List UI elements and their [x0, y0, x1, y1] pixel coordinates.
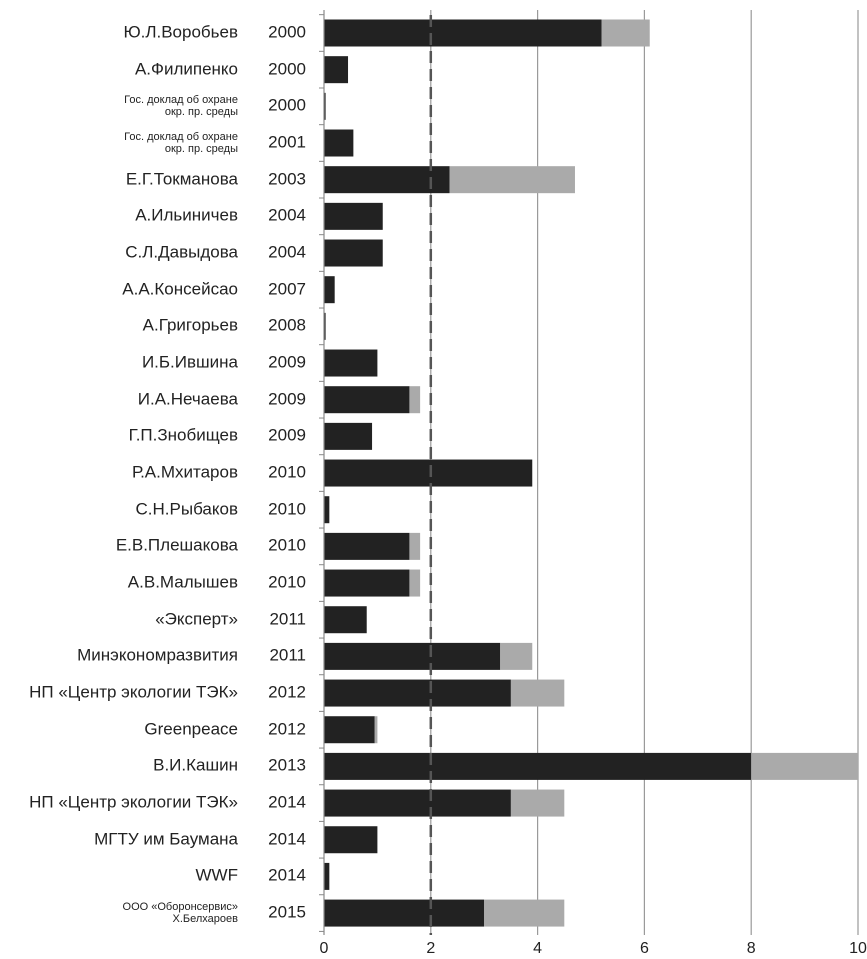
year-label: 2009 [268, 352, 306, 372]
bar-segment [409, 532, 421, 560]
x-tick-label: 0 [320, 940, 329, 957]
bar-segment [374, 716, 378, 744]
bar-segment [324, 679, 511, 707]
category-label: С.Н.Рыбаков [135, 499, 238, 519]
bar-segment [510, 679, 565, 707]
category-label: НП «Центр экологии ТЭК» [29, 792, 238, 812]
year-label: 2014 [268, 866, 306, 886]
category-label: НП «Центр экологии ТЭК» [29, 682, 238, 702]
category-label: А.Филипенко [134, 59, 238, 79]
category-label: Е.Г.Токманова [125, 169, 238, 189]
bar-segment [484, 899, 565, 927]
bar-segment [324, 386, 410, 414]
year-label: 2010 [268, 499, 306, 519]
category-label: И.А.Нечаева [137, 389, 238, 409]
bar-segment [324, 239, 383, 267]
bar-segment [324, 752, 752, 780]
x-tick-label: 6 [640, 940, 649, 957]
year-label: 2012 [268, 682, 306, 702]
bar-segment [324, 532, 410, 560]
year-label: 2011 [269, 609, 306, 629]
bar-segment [324, 166, 450, 194]
bar-segment [324, 19, 602, 47]
bar-segment [324, 826, 378, 854]
x-tick-label: 10 [849, 940, 867, 957]
year-label: 2010 [268, 536, 306, 556]
bar-segment [409, 569, 421, 597]
category-label: С.Л.Давыдова [125, 242, 238, 262]
category-label: А.Григорьев [142, 316, 238, 336]
category-label: Р.А.Мхитаров [131, 462, 238, 482]
bar-segment [601, 19, 650, 47]
year-label: 2010 [268, 462, 306, 482]
year-label: 2000 [268, 95, 306, 115]
category-label: Минэкономразвития [77, 646, 238, 666]
category-label: Гос. доклад об охране окр. пр. среды [124, 94, 238, 119]
bar-segment [324, 349, 378, 377]
bar-segment [324, 422, 373, 450]
bar-segment [449, 166, 575, 194]
category-label: И.Б.Ившина [141, 352, 238, 372]
bar-segment [324, 202, 383, 230]
year-label: 2009 [268, 389, 306, 409]
bar-segment [324, 642, 501, 670]
category-label: Гос. доклад об охране окр. пр. среды [124, 130, 238, 155]
category-label: Е.В.Плешакова [115, 536, 238, 556]
x-tick-label: 4 [533, 940, 542, 957]
bar-segment [324, 312, 326, 340]
year-label: 2003 [268, 169, 306, 189]
category-label: В.И.Кашин [153, 756, 238, 776]
bar-segment [510, 789, 565, 817]
year-label: 2004 [268, 206, 306, 225]
category-label: Г.П.Знобищев [128, 426, 238, 446]
bar-segment [324, 276, 335, 304]
year-label: 2011 [269, 646, 306, 666]
bar-segment [324, 569, 410, 597]
category-label: А.Ильиничев [135, 206, 238, 225]
year-label: 2014 [268, 829, 306, 849]
bar-segment [324, 899, 485, 927]
bar-segment [500, 642, 533, 670]
year-label: 2000 [268, 22, 306, 42]
year-label: 2009 [268, 426, 306, 446]
category-label: МГТУ им Баумана [94, 829, 238, 849]
category-label: «Эксперт» [155, 609, 238, 629]
year-label: 2014 [268, 792, 306, 812]
x-tick-label: 8 [747, 940, 756, 957]
bar-segment [324, 92, 326, 120]
year-label: 2015 [268, 902, 306, 922]
bar-segment [409, 386, 421, 414]
bar-segment [324, 496, 330, 524]
x-tick-label: 2 [426, 940, 435, 957]
year-label: 2012 [268, 719, 306, 739]
bar-segment [751, 752, 858, 780]
category-label: Ю.Л.Воробьев [123, 22, 238, 42]
bar-segment [324, 56, 349, 84]
year-label: 2008 [268, 316, 306, 336]
category-label: А.В.Малышев [127, 572, 238, 592]
category-label: WWF [195, 866, 238, 886]
category-label: А.А.Консейсао [122, 279, 238, 299]
bar-segment [324, 716, 375, 744]
year-label: 2001 [268, 132, 306, 152]
year-label: 2013 [268, 756, 306, 776]
bar-segment [324, 862, 330, 890]
year-label: 2010 [268, 572, 306, 592]
year-label: 2004 [268, 242, 306, 262]
bar-segment [324, 789, 511, 817]
bar-segment [324, 459, 533, 487]
category-label: ООО «Оборонсервис» Х.Белхароев [122, 900, 238, 926]
year-label: 2007 [268, 279, 306, 299]
bar-segment [324, 129, 354, 157]
category-label: Greenpeace [144, 719, 238, 739]
bar-segment [324, 606, 367, 634]
year-label: 2000 [268, 59, 306, 79]
